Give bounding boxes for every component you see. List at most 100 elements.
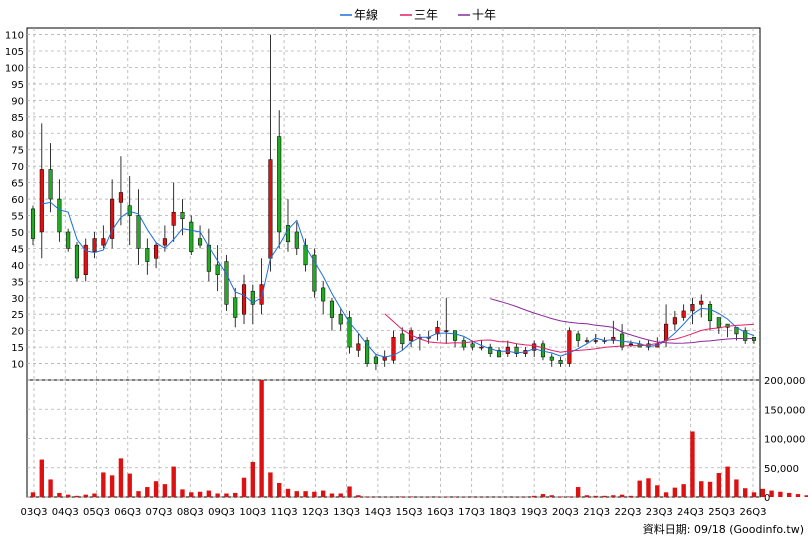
x-tick-label: 13Q3 <box>333 507 360 518</box>
candle <box>505 340 510 357</box>
volume-bar <box>118 458 124 497</box>
candle-body <box>347 317 352 348</box>
volume-bar <box>233 492 238 497</box>
candle <box>206 228 211 282</box>
volume-bar <box>259 380 264 497</box>
price-tick-label: 35 <box>11 277 24 288</box>
x-tick-label: 11Q3 <box>271 507 298 518</box>
x-tick-label: 08Q3 <box>177 507 204 518</box>
candle <box>74 241 80 282</box>
x-tick-label: 15Q3 <box>396 507 423 518</box>
volume-axis: 0 50,000 100,000 150,000 200,000 <box>764 376 805 504</box>
candle-body <box>39 169 44 233</box>
candle <box>514 343 519 357</box>
candle <box>690 297 695 325</box>
volume-bar <box>734 479 739 497</box>
x-tick-label: 25Q3 <box>708 507 735 518</box>
candle-body <box>549 356 554 361</box>
volume-bar <box>197 491 203 497</box>
candle <box>329 297 335 331</box>
legend-label-2: 十年 <box>472 8 496 22</box>
volume-bar <box>531 495 537 497</box>
volume-bar <box>558 496 563 497</box>
volume-bar <box>699 481 704 497</box>
candle-body <box>277 136 282 233</box>
ma-line-0 <box>41 201 755 358</box>
candle-body <box>171 211 176 226</box>
candle-body <box>365 340 370 364</box>
candle-body <box>118 192 123 203</box>
candle <box>382 350 387 367</box>
candle-body <box>576 333 581 341</box>
volume-bar <box>364 496 370 497</box>
volume-bar <box>356 495 361 497</box>
price-tick-label: 80 <box>11 129 24 140</box>
candle-body <box>628 343 633 346</box>
candle-body <box>233 297 238 318</box>
candle-body <box>259 284 264 305</box>
x-tick-label: 19Q3 <box>521 507 548 518</box>
legend-label-1: 三年 <box>414 8 438 22</box>
candle-body <box>505 346 510 354</box>
candle-body <box>620 333 625 348</box>
volume-bar <box>206 490 212 497</box>
candle <box>444 297 449 344</box>
volume-bar <box>153 481 159 497</box>
volume-bar <box>241 477 247 497</box>
chart-legend: 年線 三年 十年 <box>340 7 496 22</box>
candle <box>681 304 686 321</box>
volume-bar <box>74 495 80 497</box>
x-tick-label: 20Q3 <box>552 507 579 518</box>
candle <box>268 34 273 272</box>
volume-bar <box>312 491 317 497</box>
candle <box>215 245 220 292</box>
candle-body <box>101 238 106 246</box>
volume-bar <box>30 492 36 497</box>
volume-bar <box>294 491 299 497</box>
price-grid <box>26 27 761 498</box>
x-tick-label: 18Q3 <box>489 507 516 518</box>
volume-bar <box>65 494 71 497</box>
candle <box>294 222 299 255</box>
volume-bar <box>602 495 607 497</box>
candle-body <box>664 323 669 341</box>
candle-body <box>699 300 704 305</box>
x-tick-label: 03Q3 <box>21 507 48 518</box>
candle-body <box>74 244 80 279</box>
candle <box>743 327 748 344</box>
price-tick-label: 95 <box>11 80 24 91</box>
volume-bar <box>786 492 792 497</box>
x-tick-label: 23Q3 <box>646 507 673 518</box>
price-tick-label: 45 <box>11 244 24 255</box>
candle <box>101 225 106 249</box>
volume-bar <box>672 487 678 497</box>
candle <box>373 353 378 371</box>
ma-line-2 <box>490 298 754 344</box>
candle-body <box>611 336 616 341</box>
candle <box>356 333 361 357</box>
candle-body <box>593 340 598 342</box>
volume-bar <box>320 490 326 497</box>
candle <box>452 330 458 348</box>
candle-body <box>198 238 203 246</box>
candle <box>162 225 167 252</box>
x-tick-label: 22Q3 <box>614 507 641 518</box>
volume-bar <box>619 494 625 497</box>
candle-body <box>479 346 484 349</box>
volume-bar <box>162 484 168 497</box>
x-tick-label: 06Q3 <box>114 507 141 518</box>
candle <box>699 294 704 318</box>
candle <box>365 337 370 367</box>
price-tick-label: 15 <box>11 343 24 354</box>
candle-body <box>241 284 247 315</box>
candle-body <box>127 205 132 216</box>
volume-bar <box>338 493 343 497</box>
candle <box>83 238 88 282</box>
candle <box>48 143 53 213</box>
candle <box>347 310 352 354</box>
x-tick-label: 09Q3 <box>208 507 235 518</box>
x-tick-label: 24Q3 <box>677 507 704 518</box>
candle-body <box>110 198 115 239</box>
candle <box>171 182 176 242</box>
